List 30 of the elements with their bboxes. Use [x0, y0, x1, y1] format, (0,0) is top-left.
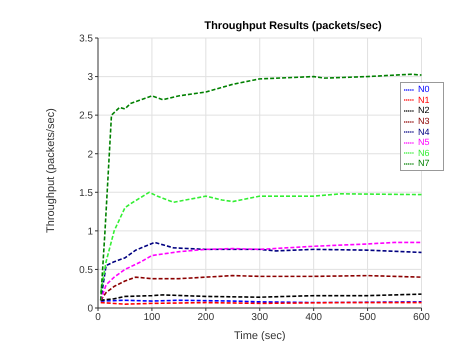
line-series	[100, 191, 422, 294]
y-tick-label: 0	[87, 304, 94, 315]
x-tick-label: 300	[251, 312, 269, 324]
x-tick-label: 500	[359, 312, 376, 324]
legend-label: N0	[418, 84, 430, 94]
y-tick-label: 0.5	[79, 264, 94, 276]
legend-label: N5	[418, 137, 430, 148]
legend-label: N1	[418, 94, 430, 105]
y-tick-label: 2	[87, 149, 94, 160]
x-tick-label: 100	[144, 312, 161, 324]
line-series	[100, 274, 422, 302]
y-tick-label: 1.5	[79, 188, 94, 199]
x-tick-label: 400	[305, 312, 322, 324]
x-tick-label: 0	[95, 312, 102, 324]
x-tick-label: 600	[413, 312, 430, 324]
line-series	[100, 242, 422, 302]
x-tick-label: 200	[197, 312, 215, 324]
y-tick-label: 3.5	[79, 34, 94, 45]
y-axis-title: Throughput (packets/sec)	[44, 108, 57, 233]
x-axis-title: Time (sec)	[234, 330, 286, 342]
chart-title: Throughput Results (packets/sec)	[203, 20, 383, 32]
y-tick-label: 1	[87, 226, 94, 238]
y-tick-label: 3	[87, 72, 94, 84]
legend-label: N4	[418, 126, 430, 136]
legend-label: N7	[418, 158, 430, 168]
y-tick-label: 2.5	[79, 110, 94, 122]
legend-label: N2	[418, 105, 430, 116]
legend-label: N6	[418, 148, 430, 158]
line-series	[100, 293, 422, 302]
legend-label: N3	[418, 116, 430, 126]
